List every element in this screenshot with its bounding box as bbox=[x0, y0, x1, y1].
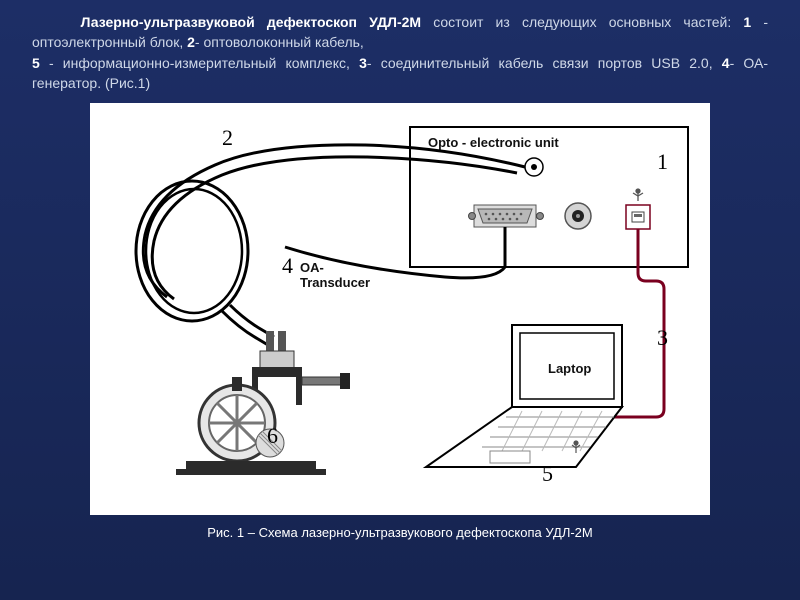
label-1: 1 bbox=[657, 149, 668, 175]
label-4: 4 bbox=[282, 253, 293, 279]
label-2: 2 bbox=[222, 125, 233, 151]
diagram-container: 1 2 3 4 5 6 Opto - electronic unit OA- T… bbox=[90, 103, 710, 515]
title-bold: Лазерно-ультразвуковой дефектоскоп УДЛ-2… bbox=[81, 14, 421, 30]
label-3: 3 bbox=[657, 325, 668, 351]
slide-root: Лазерно-ультразвуковой дефектоскоп УДЛ-2… bbox=[0, 0, 800, 600]
laptop-icon bbox=[426, 325, 622, 467]
label-6: 6 bbox=[267, 423, 278, 449]
transducer-assembly bbox=[176, 331, 350, 475]
header-paragraph: Лазерно-ультразвуковой дефектоскоп УДЛ-2… bbox=[32, 12, 768, 93]
label-5: 5 bbox=[542, 461, 553, 487]
schematic-svg bbox=[102, 113, 698, 503]
diagram: 1 2 3 4 5 6 Opto - electronic unit OA- T… bbox=[102, 113, 698, 503]
unit-label: Opto - electronic unit bbox=[428, 135, 559, 150]
figure-caption: Рис. 1 – Схема лазерно-ультразвукового д… bbox=[32, 525, 768, 540]
laptop-label: Laptop bbox=[548, 361, 591, 376]
coax-connector-icon bbox=[565, 203, 591, 229]
transducer-label: OA- Transducer bbox=[300, 261, 370, 291]
